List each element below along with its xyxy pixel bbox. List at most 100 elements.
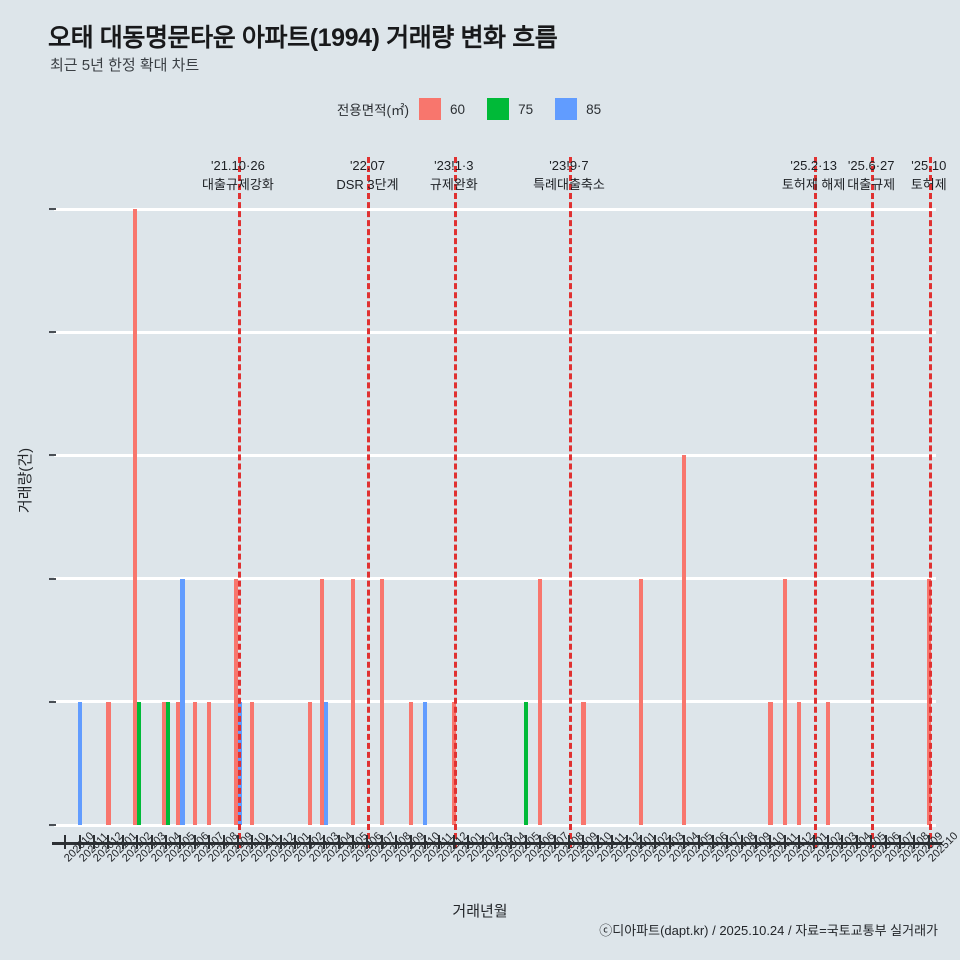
event-line-202502	[813, 157, 817, 848]
x-tick-202108	[208, 835, 211, 849]
bar[interactable]	[133, 209, 138, 825]
x-tick-202505	[855, 835, 858, 849]
x-tick-202312	[611, 835, 614, 849]
event-label-202309: '23!9·7 특례대출축소	[533, 157, 605, 195]
bar[interactable]	[538, 578, 543, 825]
x-tick-202310	[582, 835, 585, 849]
x-tick-202203	[308, 835, 311, 849]
x-tick-202206	[352, 835, 355, 849]
bar[interactable]	[207, 701, 212, 825]
bar[interactable]	[233, 578, 239, 825]
event-line-202510	[928, 157, 932, 848]
x-tick-202509	[913, 835, 916, 849]
event-date: '22.07	[349, 158, 385, 173]
legend-item-85[interactable]: 85	[555, 98, 619, 120]
legend-item-60[interactable]: 60	[419, 98, 483, 120]
gridline-0	[54, 823, 936, 827]
event-line-202207	[367, 157, 371, 848]
gridline-5	[54, 207, 936, 211]
legend: 전용면적(㎡) 60 75 85	[0, 98, 960, 120]
x-tick-202012	[92, 835, 95, 849]
x-tick-202412	[783, 835, 786, 849]
event-name: 토허제 해제	[781, 176, 846, 192]
bar[interactable]	[408, 701, 413, 825]
bar[interactable]	[422, 701, 428, 825]
x-tick-202011	[78, 835, 81, 849]
event-date: '23!9·7	[549, 158, 589, 173]
legend-label-85: 85	[586, 101, 602, 117]
bar[interactable]	[176, 701, 181, 825]
x-tick-202201	[280, 835, 283, 849]
x-tick-202501	[798, 835, 801, 849]
x-tick-202207	[366, 835, 369, 849]
x-tick-202506	[870, 835, 873, 849]
legend-title: 전용면적(㎡)	[336, 103, 410, 118]
legend-swatch-75	[487, 98, 510, 120]
event-label-202207: '22.07 DSR 3단계	[336, 157, 398, 195]
footer-credit: ⓒ디아파트(dapt.kr) / 2025.10.24 / 자료=국토교통부 실…	[599, 923, 938, 938]
bar[interactable]	[351, 578, 356, 825]
event-date: '23!1·3	[434, 158, 474, 173]
legend-label-60: 60	[450, 101, 466, 117]
x-tick-202405	[683, 835, 686, 849]
event-name: 토허제	[910, 176, 947, 192]
bar[interactable]	[320, 578, 325, 825]
gridline-4	[54, 330, 936, 334]
bar[interactable]	[797, 701, 802, 825]
y-tick-mark-1	[49, 700, 56, 703]
x-tick-202408	[726, 835, 729, 849]
bar[interactable]	[379, 578, 384, 825]
y-tick-mark-3	[49, 454, 56, 457]
bar[interactable]	[826, 701, 831, 825]
bar[interactable]	[638, 578, 644, 825]
event-name: 대출규제강화	[202, 176, 274, 192]
page-title: 오태 대동명문타운 아파트(1994) 거래량 변화 흐름	[48, 24, 558, 52]
x-tick-202101	[107, 835, 110, 849]
x-tick-202106	[179, 835, 182, 849]
gridline-3	[54, 453, 936, 457]
bar[interactable]	[523, 701, 528, 825]
x-tick-202110	[236, 835, 239, 849]
x-tick-202306	[524, 835, 527, 849]
bar[interactable]	[581, 701, 586, 825]
bar[interactable]	[137, 701, 142, 825]
x-tick-202202	[294, 835, 297, 849]
bar[interactable]	[161, 701, 167, 825]
bar[interactable]	[106, 701, 111, 825]
x-tick-202309	[567, 835, 570, 849]
x-tick-202307	[539, 835, 542, 849]
event-line-202301	[453, 157, 457, 848]
bar[interactable]	[192, 701, 197, 825]
event-label-202502: '25.2·13 토허제 해제	[782, 157, 845, 195]
bar[interactable]	[180, 578, 185, 825]
bar[interactable]	[165, 701, 171, 825]
event-line-202309	[568, 157, 572, 848]
x-tick-202308	[553, 835, 556, 849]
event-label-202301: '23!1·3 규제완화	[430, 157, 478, 195]
x-tick-202507	[884, 835, 887, 849]
bar[interactable]	[768, 701, 773, 825]
bar[interactable]	[324, 701, 329, 825]
x-tick-202102	[121, 835, 124, 849]
event-date: '25.10	[911, 158, 947, 173]
bar[interactable]	[782, 578, 788, 825]
y-axis-title: 거래량(건)	[17, 447, 35, 514]
bar[interactable]	[682, 455, 687, 825]
y-tick-mark-2	[49, 577, 56, 580]
legend-item-75[interactable]: 75	[487, 98, 551, 120]
x-tick-202504	[841, 835, 844, 849]
x-tick-202410	[755, 835, 758, 849]
x-tick-202508	[899, 835, 902, 849]
x-tick-202503	[827, 835, 830, 849]
bar[interactable]	[250, 701, 255, 825]
x-tick-202107	[193, 835, 196, 849]
legend-swatch-85	[555, 98, 578, 120]
event-line-202506	[871, 157, 875, 848]
bar[interactable]	[77, 701, 82, 825]
x-tick-202305	[510, 835, 513, 849]
x-tick-202304	[496, 835, 498, 849]
event-name: 특례대출축소	[533, 176, 605, 192]
bar[interactable]	[307, 701, 313, 825]
gridline-1	[54, 700, 936, 704]
